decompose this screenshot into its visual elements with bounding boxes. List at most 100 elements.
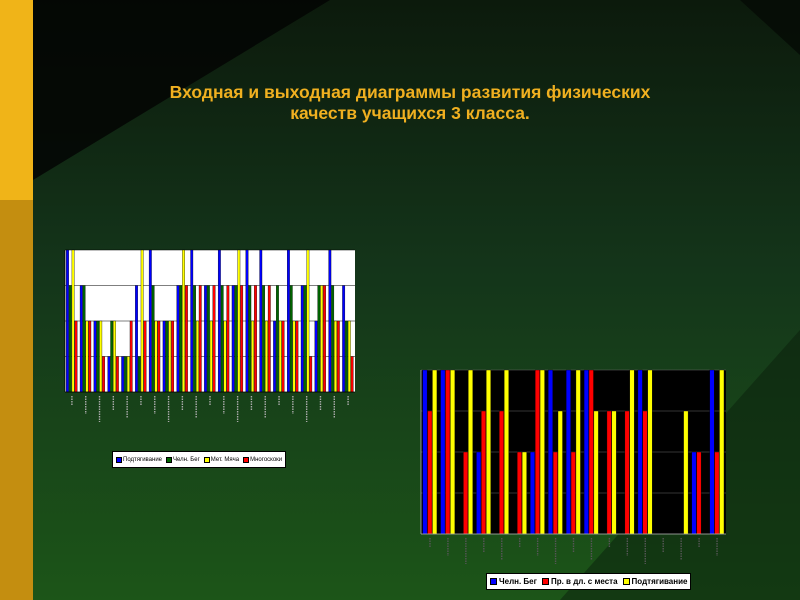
entry-chart-bar: [317, 285, 321, 393]
entry-chart-bar: [226, 285, 230, 393]
exit-chart-bar: [521, 451, 527, 535]
entry-chart-bar: [204, 285, 207, 393]
exit-chart-bar: [534, 369, 540, 535]
entry-chart-bar: [143, 320, 147, 393]
legend-swatch: [203, 456, 210, 463]
legend-swatch: [243, 456, 250, 463]
legend-entry: Мет. Мяча: [203, 456, 240, 463]
entry-chart-bar: [300, 285, 304, 393]
exit-chart-bar: [565, 369, 571, 535]
exit-chart-bar: [432, 369, 438, 535]
entry-chart-bar: [157, 320, 161, 393]
legend-label: Подтягивание: [123, 456, 163, 463]
legend-swatch: [166, 456, 173, 463]
entry-chart-bar: [209, 320, 213, 393]
exit-chart-bar: [719, 369, 725, 535]
entry-chart-bar: [71, 249, 75, 393]
exit-chart-bar: [557, 410, 563, 535]
entry-chart-bar: [168, 320, 172, 393]
entry-chart-bar: [265, 320, 268, 393]
entry-chart-bar: [148, 249, 152, 393]
entry-chart-bar: [176, 285, 180, 393]
entry-chart-bar: [267, 285, 271, 393]
legend-label: Челн. Бег: [173, 456, 200, 463]
entry-chart-bar: [165, 320, 169, 393]
exit-chart-bar: [691, 451, 697, 535]
exit-chart-bar: [463, 451, 469, 535]
exit-chart-bar: [629, 369, 635, 535]
exit-chart-bar: [583, 369, 589, 535]
exit-chart-bar: [530, 451, 535, 535]
entry-chart-bar: [237, 249, 241, 393]
entry-chart-bar: [231, 285, 235, 393]
legend-swatch: [116, 456, 122, 463]
entry-chart-bar: [273, 320, 276, 393]
exit-chart-bar: [696, 451, 702, 535]
entry-chart-bar: [347, 320, 351, 393]
entry-chart-bar: [323, 285, 326, 393]
slide-title: Входная и выходная диаграммы развития фи…: [60, 82, 760, 124]
entry-chart-bar: [198, 285, 202, 393]
entry-chart-bar: [66, 249, 69, 393]
entry-chart-bar: [281, 320, 285, 393]
legend-swatch: [541, 578, 549, 585]
entry-chart-bar: [331, 285, 335, 393]
entry-chart-bar: [115, 356, 119, 393]
entry-chart-bar: [107, 356, 111, 393]
entry-chart-bar: [74, 320, 78, 393]
entry-chart-bar: [171, 320, 175, 393]
legend-entry: Челн. Бег: [166, 456, 200, 463]
entry-chart-bar: [245, 249, 249, 393]
entry-chart-bar: [206, 285, 210, 393]
entry-chart-bar: [93, 320, 97, 393]
entry-chart-bar: [96, 320, 100, 393]
exit-chart-bar: [683, 410, 689, 535]
entry-chart: [64, 249, 355, 422]
entry-chart-bar: [248, 285, 252, 393]
legend-entry: Подтягивание: [622, 577, 688, 586]
entry-chart-bar: [179, 285, 183, 393]
entry-chart-bar: [113, 320, 116, 393]
entry-chart-bar: [251, 320, 255, 393]
exit-chart-bar: [499, 410, 504, 535]
exit-chart-bar: [486, 369, 491, 535]
exit-chart-bar: [427, 410, 433, 535]
exit-chart-bar: [606, 410, 612, 535]
exit-chart-legend: Челн. Бег Пр. в дл. с места Подтягивание: [486, 573, 692, 590]
entry-chart-bar: [135, 285, 138, 393]
entry-chart-bar: [350, 356, 354, 393]
entry-chart-legend: Подтягивание Челн. Бег Мет. Мяча Многоскоки: [112, 451, 287, 468]
entry-chart-bar: [82, 285, 86, 393]
entry-chart-bar: [223, 320, 227, 393]
entry-chart-bar: [99, 320, 103, 393]
entry-chart-bar: [85, 320, 89, 393]
title-line-1: Входная и выходная диаграммы развития фи…: [169, 82, 651, 102]
entry-chart-bar: [140, 249, 144, 393]
entry-chart-bar: [278, 320, 282, 393]
exit-chart-bar: [504, 369, 509, 535]
entry-chart-bar: [289, 285, 293, 393]
exit-chart-bar: [647, 369, 653, 535]
legend-label: Подтягивание: [631, 577, 688, 586]
entry-chart-bar: [295, 320, 299, 393]
entry-chart-bar: [129, 320, 133, 393]
entry-chart-bar: [185, 285, 188, 393]
entry-chart-bar: [68, 285, 72, 393]
entry-chart-bar: [303, 285, 307, 393]
entry-chart-bar: [328, 249, 332, 393]
entry-chart-bar: [217, 249, 221, 393]
legend-label: Мет. Мяча: [210, 456, 240, 463]
legend-swatch: [490, 578, 497, 585]
exit-chart-bar: [445, 369, 451, 535]
legend-label: Пр. в дл. с места: [550, 577, 618, 586]
entry-chart-bar: [334, 320, 337, 393]
exit-chart-bar: [476, 451, 482, 535]
entry-chart-bar: [345, 320, 348, 393]
exit-chart-bar: [539, 369, 545, 535]
exit-chart-bar: [481, 410, 487, 535]
entry-chart-bar: [121, 356, 125, 393]
legend-entry: Многоскоки: [243, 456, 282, 463]
exit-chart-bar: [593, 410, 599, 535]
entry-chart-bar: [336, 320, 340, 393]
